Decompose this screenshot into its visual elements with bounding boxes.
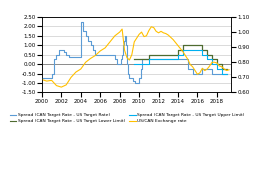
Legend: Spread (CAN Target Rate - US Target Rate), Spread (CAN Target Rate - US Target L: Spread (CAN Target Rate - US Target Rate… (8, 111, 246, 125)
